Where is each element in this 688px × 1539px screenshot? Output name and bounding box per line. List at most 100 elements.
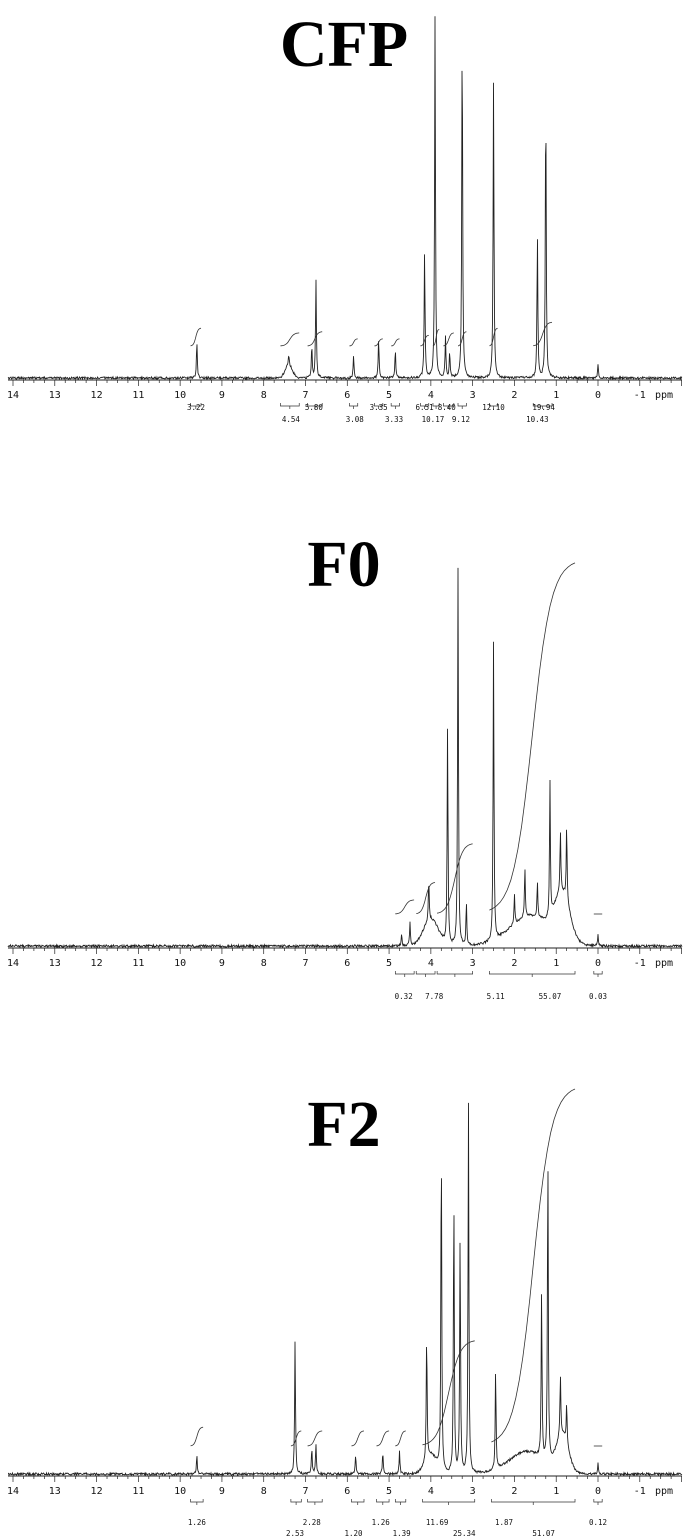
x-tick-label: 5 xyxy=(386,958,392,969)
x-tick-label: 8 xyxy=(261,958,267,969)
integral-bracket xyxy=(593,971,603,977)
integral-bracket xyxy=(351,1499,365,1505)
integral-value-label: 0.12 xyxy=(589,1518,607,1527)
x-tick-label: 8 xyxy=(261,390,267,401)
x-tick-label: 8 xyxy=(261,1486,267,1497)
integral-bracket xyxy=(290,1499,302,1505)
integral-value-label: 2.53 xyxy=(286,1529,304,1538)
integral-curve xyxy=(443,332,454,347)
integral-curve xyxy=(190,327,202,347)
chart-title: F2 xyxy=(307,1088,381,1161)
integral-bracket xyxy=(432,403,440,409)
spectrum-trace xyxy=(7,16,683,381)
integral-bracket xyxy=(415,971,436,977)
integral-curve xyxy=(489,327,498,347)
chart-title: F0 xyxy=(307,528,381,601)
integral-bracket xyxy=(376,1499,390,1505)
integral-bracket xyxy=(593,1499,603,1505)
integral-bracket xyxy=(307,403,323,409)
integral-bracket xyxy=(190,1499,204,1505)
integral-value-label: 2.28 xyxy=(303,1518,322,1527)
integral-bracket xyxy=(280,403,300,409)
x-tick-label: 0 xyxy=(595,1486,601,1497)
x-tick-label: 1 xyxy=(553,958,559,969)
integral-curve xyxy=(349,338,358,347)
x-tick-label: -1 xyxy=(634,390,646,401)
x-tick-label: 13 xyxy=(49,390,61,401)
x-tick-label: 0 xyxy=(595,390,601,401)
nmr-spectrum-f0: 14131211109876543210-1ppm0.322.127.7829.… xyxy=(7,562,683,1000)
integral-value-label: 51.07 xyxy=(532,1529,555,1538)
integral-bracket xyxy=(489,971,576,977)
integral-value-label: 9.12 xyxy=(452,415,470,424)
integral-curve xyxy=(491,1088,576,1443)
x-tick-label: -1 xyxy=(634,1486,646,1497)
x-axis-label: ppm xyxy=(655,958,673,969)
x-tick-label: 7 xyxy=(302,958,308,969)
x-tick-label: 9 xyxy=(219,958,225,969)
x-tick-label: 14 xyxy=(7,390,19,401)
x-tick-label: 12 xyxy=(91,390,103,401)
x-tick-label: 7 xyxy=(302,390,308,401)
x-tick-label: 12 xyxy=(91,958,103,969)
spectrum-trace xyxy=(7,567,683,949)
integral-curve xyxy=(395,1430,406,1447)
integral-curve xyxy=(351,1430,364,1447)
x-tick-label: 3 xyxy=(470,390,476,401)
x-tick-label: 11 xyxy=(132,1486,144,1497)
integral-value-label: 6.51 xyxy=(416,403,434,412)
integral-curve xyxy=(432,329,440,347)
spectrum-trace xyxy=(8,1102,683,1477)
integral-bracket xyxy=(390,403,400,409)
integral-value-label: 10.17 xyxy=(422,415,445,424)
x-tick-label: 11 xyxy=(132,958,144,969)
spectrum-panel-f0: F0 14131211109876543210-1ppm0.322.127.78… xyxy=(0,470,688,1000)
x-tick-label: 14 xyxy=(7,1486,19,1497)
integral-value-label: 3.33 xyxy=(385,415,403,424)
integral-value-label: 5.80 xyxy=(305,403,324,412)
integral-value-label: 3.35 xyxy=(370,403,388,412)
x-tick-label: 10 xyxy=(174,390,186,401)
integral-value-label: 5.11 xyxy=(487,992,505,1000)
integral-curve xyxy=(416,882,436,914)
integral-value-label: 8.40 xyxy=(438,403,457,412)
integral-value-label: 3.22 xyxy=(187,403,205,412)
nmr-spectrum-cfp: 14 13 12 11 10 9 8 7 6 5 4 3 2 1 0 -1 ppm3.224.545.803.0… xyxy=(7,16,683,424)
integral-bracket xyxy=(532,403,553,409)
integral-value-label: 11.69 xyxy=(426,1518,449,1527)
x-tick-label: 10 xyxy=(174,1486,186,1497)
integral-value-label: 3.08 xyxy=(346,415,365,424)
x-tick-label: 1 xyxy=(553,390,559,401)
x-tick-label: 4 xyxy=(428,390,434,401)
integral-value-label: 1.39 xyxy=(393,1529,411,1538)
integral-value-label: 7.78 xyxy=(425,992,444,1000)
integral-curve xyxy=(374,338,383,347)
integral-bracket xyxy=(190,403,202,409)
integral-bracket xyxy=(307,1499,323,1505)
x-tick-label: 13 xyxy=(49,958,61,969)
x-tick-label: 6 xyxy=(344,958,350,969)
integral-value-label: 4.54 xyxy=(282,415,301,424)
integral-curve xyxy=(391,338,400,347)
x-tick-label: 2 xyxy=(511,1486,517,1497)
integral-value-label: 12.10 xyxy=(482,403,505,412)
x-tick-label: 5 xyxy=(386,390,392,401)
integral-bracket xyxy=(443,403,455,409)
integral-bracket xyxy=(420,403,430,409)
integral-value-label: 0.32 xyxy=(395,992,413,1000)
x-axis-label: ppm xyxy=(655,1486,673,1497)
integral-value-label: 10.43 xyxy=(526,415,549,424)
x-tick-label: 13 xyxy=(49,1486,61,1497)
integral-curve xyxy=(533,321,553,347)
integral-value-label: 25.34 xyxy=(453,1529,476,1538)
integral-curve xyxy=(489,562,576,911)
integral-bracket xyxy=(374,403,384,409)
integral-curve xyxy=(437,843,473,914)
x-tick-label: 3 xyxy=(470,1486,476,1497)
integral-bracket xyxy=(457,403,467,409)
x-tick-label: 4 xyxy=(428,1486,434,1497)
x-tick-label: -1 xyxy=(634,958,646,969)
integral-value-label: 1.26 xyxy=(372,1518,391,1527)
x-tick-label: 2 xyxy=(511,958,517,969)
integral-curve xyxy=(458,331,467,347)
